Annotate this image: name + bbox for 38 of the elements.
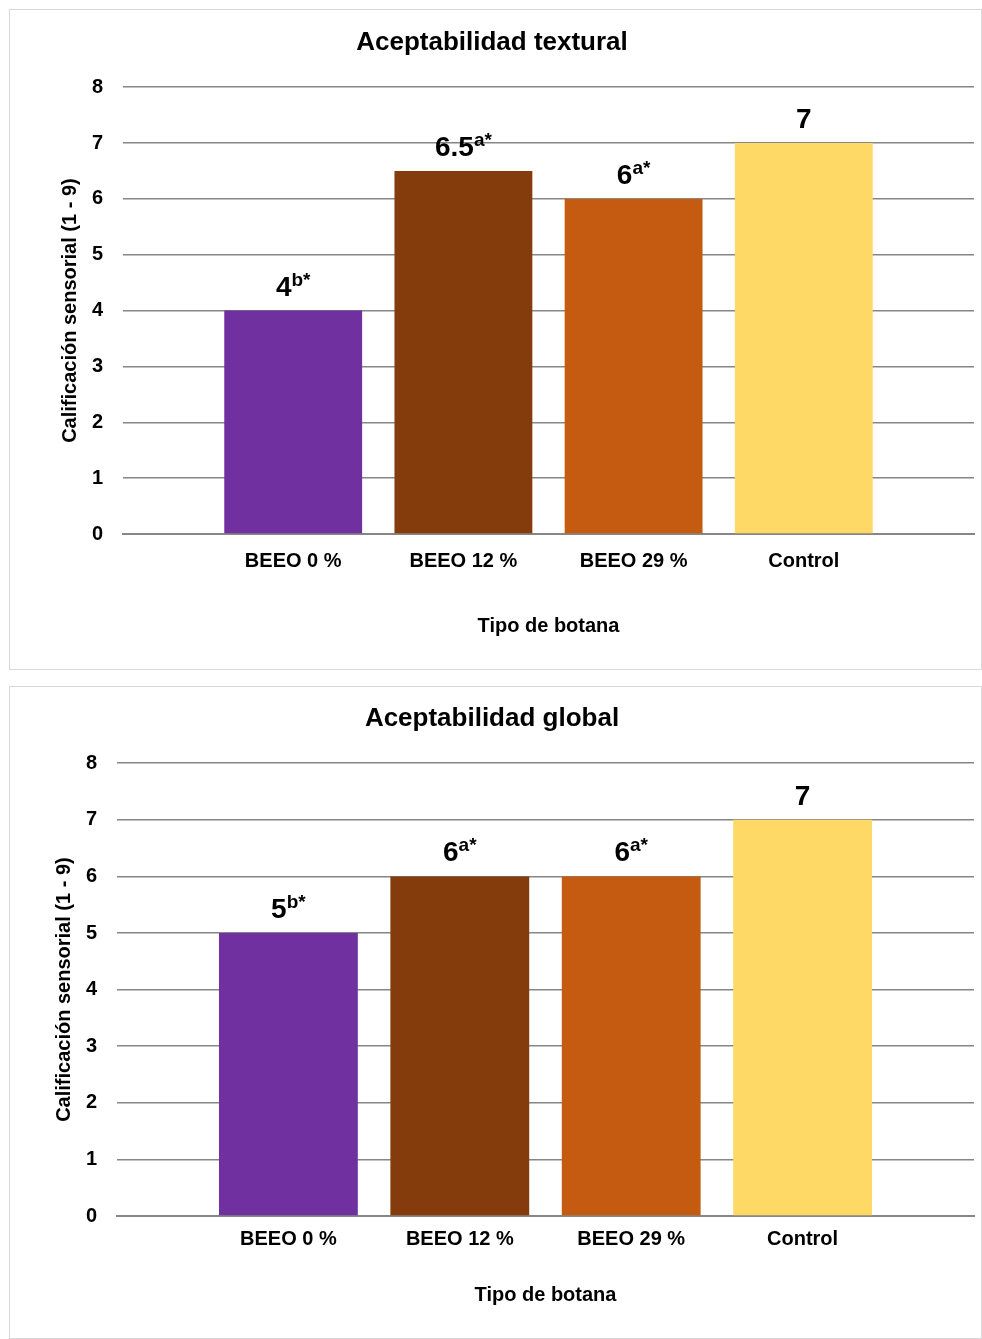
y-tick-label: 4 <box>91 298 104 321</box>
y-tick-label: 6 <box>85 863 97 886</box>
y-tick-label: 7 <box>85 807 97 830</box>
data-label: 7 <box>794 779 811 811</box>
y-tick-label: 7 <box>91 130 103 153</box>
y-tick-label: 4 <box>85 977 98 1000</box>
data-label: 7 <box>796 103 812 135</box>
y-tick-label: 5 <box>85 920 97 943</box>
y-axis-title: Calificación sensorial (1 - 9) <box>51 857 74 1122</box>
x-axis-title: Tipo de botana <box>474 1282 618 1305</box>
x-tick-label: BEEO 0 % <box>240 1226 337 1249</box>
x-tick-label: BEEO 12 % <box>409 548 518 571</box>
x-tick-label: BEEO 0 % <box>244 548 342 571</box>
x-tick-label: BEEO 29 % <box>577 1226 686 1249</box>
x-tick-label: Control <box>767 1226 839 1249</box>
y-tick-label: 1 <box>91 465 103 488</box>
y-tick-label: 2 <box>85 1090 97 1113</box>
bar <box>224 310 363 534</box>
y-axis-title: Calificación sensorial (1 - 9) <box>57 178 80 443</box>
x-tick-label: BEEO 12 % <box>405 1226 514 1249</box>
y-tick-label: 5 <box>91 242 103 265</box>
y-tick-label: 8 <box>85 750 97 773</box>
x-tick-label: BEEO 29 % <box>579 548 688 571</box>
y-tick-label: 0 <box>85 1203 97 1226</box>
chart-title: Aceptabilidad textural <box>356 25 628 56</box>
y-tick-label: 1 <box>85 1146 97 1169</box>
y-tick-label: 6 <box>91 186 103 209</box>
bar <box>394 170 533 534</box>
bar <box>734 143 873 534</box>
y-tick-label: 3 <box>91 353 103 376</box>
chart-title: Aceptabilidad global <box>364 701 620 732</box>
x-axis-title: Tipo de botana <box>477 613 621 636</box>
bar <box>564 198 703 534</box>
y-tick-label: 2 <box>91 409 103 432</box>
y-tick-label: 8 <box>91 74 103 97</box>
y-tick-label: 0 <box>91 521 103 544</box>
x-tick-label: Control <box>768 548 840 571</box>
y-tick-label: 3 <box>85 1033 97 1056</box>
